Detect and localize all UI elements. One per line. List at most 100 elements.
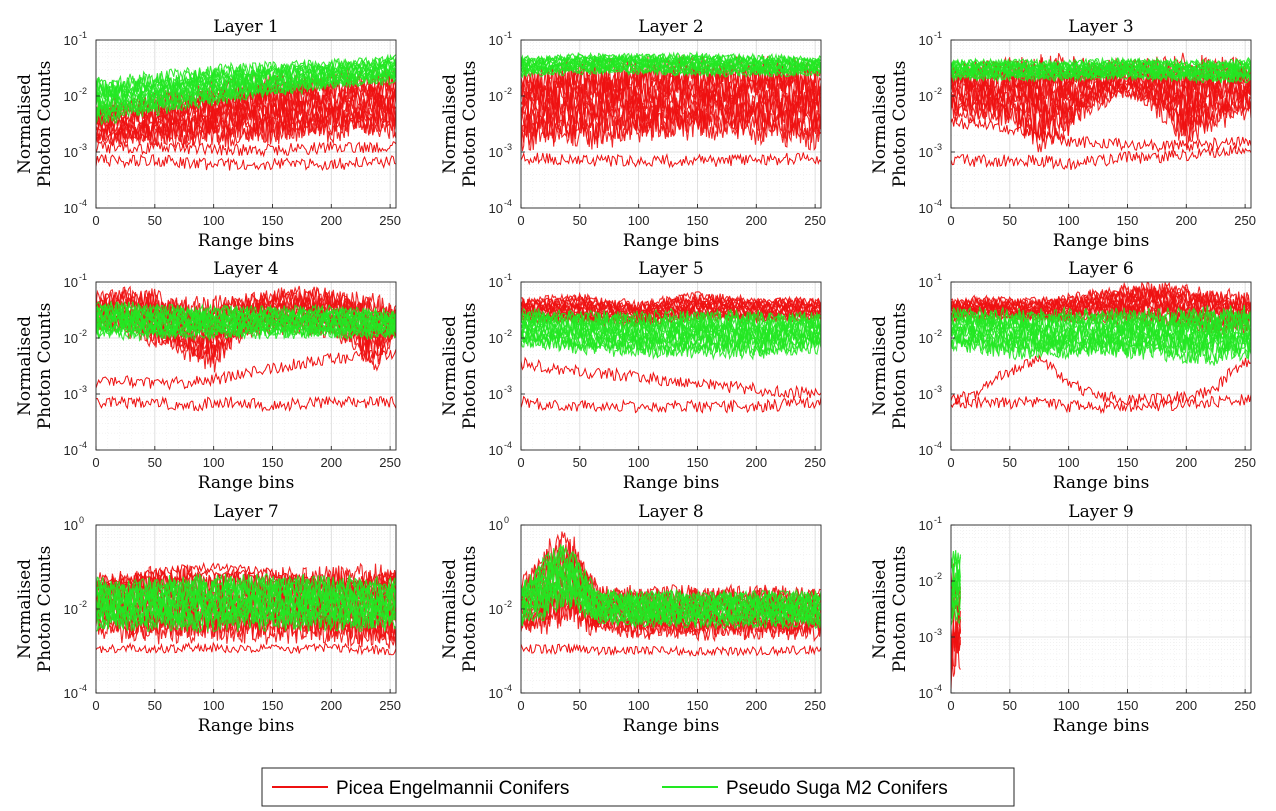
- series-trace: [521, 311, 821, 333]
- x-tick-label: 250: [804, 698, 826, 713]
- y-tick-label: 10: [919, 275, 933, 290]
- series-trace: [96, 301, 396, 319]
- plot-area: [951, 525, 1251, 693]
- series-pseudo: [96, 301, 396, 342]
- y-axis-label-line2: Photon Counts: [460, 303, 480, 430]
- series-trace: [96, 58, 396, 98]
- x-tick-label: 50: [573, 698, 587, 713]
- series-trace: [951, 61, 1251, 76]
- y-tick-label: 10: [64, 331, 78, 346]
- y-tick-exponent: -3: [79, 384, 87, 394]
- y-tick-exponent: -4: [504, 683, 512, 693]
- series-trace: [951, 282, 1251, 308]
- series-trace: [521, 309, 821, 330]
- y-tick-exponent: -2: [934, 571, 942, 581]
- y-tick-label: 10: [919, 89, 933, 104]
- series-trace: [96, 303, 396, 321]
- series-trace: [521, 297, 821, 317]
- y-tick-exponent: -1: [79, 30, 87, 40]
- y-axis-label-line1: Normalised: [870, 74, 890, 174]
- x-tick-label: 100: [628, 455, 650, 470]
- y-axis-label-line2: Photon Counts: [890, 303, 910, 430]
- x-axis-label: Range bins: [623, 473, 720, 493]
- series-layer: [96, 561, 396, 656]
- series-trace: [521, 50, 821, 65]
- y-tick-label: 10: [919, 331, 933, 346]
- y-tick-exponent: -3: [504, 142, 512, 152]
- y-tick-exponent: -4: [79, 198, 87, 208]
- x-tick-label: 150: [262, 698, 284, 713]
- y-tick-label: 10: [489, 145, 503, 160]
- axes-box: [520, 281, 822, 451]
- subplot-title: Layer 5: [638, 259, 703, 279]
- axes-box: [520, 39, 822, 209]
- series-trace: [96, 71, 396, 122]
- subplot-title: Layer 9: [1068, 502, 1133, 522]
- series-pseudo: [951, 304, 1251, 366]
- y-tick-label: 10: [919, 387, 933, 402]
- y-tick-exponent: -2: [504, 599, 512, 609]
- y-tick-label: 10: [64, 387, 78, 402]
- x-tick-label: 100: [1058, 213, 1080, 228]
- x-tick-label: 100: [203, 698, 225, 713]
- x-tick-label: 0: [517, 455, 524, 470]
- y-tick-exponent: 0: [79, 515, 84, 525]
- series-trace: [96, 64, 396, 111]
- subplot-title: Layer 8: [638, 502, 703, 522]
- axes-box: [950, 281, 1252, 451]
- series-trace: [521, 97, 821, 139]
- x-axis-label: Range bins: [623, 231, 720, 251]
- series-trace: [96, 285, 396, 323]
- x-tick-label: 150: [1117, 455, 1139, 470]
- x-tick-label: 200: [1175, 698, 1197, 713]
- y-tick-label: 10: [919, 145, 933, 160]
- x-tick-label: 0: [947, 698, 954, 713]
- y-tick-exponent: -3: [934, 142, 942, 152]
- series-trace: [951, 64, 1251, 77]
- x-tick-label: 0: [517, 213, 524, 228]
- y-axis-label-line1: Normalised: [440, 74, 460, 174]
- y-tick-label: 10: [919, 574, 933, 589]
- x-tick-label: 250: [1234, 455, 1256, 470]
- legend-box: [261, 767, 1015, 807]
- y-axis-label-line2: Photon Counts: [890, 546, 910, 673]
- y-tick-exponent: -4: [79, 440, 87, 450]
- series-trace: [521, 564, 821, 617]
- series-outlier-trace: [521, 395, 821, 414]
- x-tick-label: 150: [262, 213, 284, 228]
- axes-box: [950, 524, 1252, 694]
- series-trace: [521, 307, 821, 328]
- axes-box: [95, 281, 397, 451]
- y-axis-label-line2: Photon Counts: [460, 546, 480, 673]
- y-tick-exponent: -4: [934, 683, 942, 693]
- series-pseudo: [521, 307, 821, 361]
- y-axis-label-line1: Normalised: [15, 316, 35, 416]
- series-trace: [951, 550, 961, 568]
- y-tick-exponent: -1: [504, 30, 512, 40]
- series-trace: [951, 319, 1251, 344]
- y-tick-exponent: -3: [504, 384, 512, 394]
- series-outlier-trace: [951, 394, 1251, 415]
- x-tick-label: 200: [320, 213, 342, 228]
- y-tick-label: 10: [64, 518, 78, 533]
- y-tick-label: 10: [489, 89, 503, 104]
- y-tick-exponent: -3: [79, 142, 87, 152]
- series-trace: [951, 57, 1251, 71]
- series-trace: [951, 56, 1251, 69]
- x-tick-label: 50: [573, 455, 587, 470]
- series-trace: [96, 55, 396, 97]
- y-axis-label-line2: Photon Counts: [460, 61, 480, 188]
- subplot-title: Layer 1: [213, 17, 278, 37]
- x-tick-label: 50: [148, 455, 162, 470]
- x-tick-label: 0: [92, 698, 99, 713]
- x-tick-label: 200: [320, 698, 342, 713]
- series-outlier-trace: [951, 145, 1251, 171]
- y-tick-exponent: -3: [934, 384, 942, 394]
- y-tick-exponent: -2: [79, 328, 87, 338]
- x-tick-label: 250: [379, 455, 401, 470]
- x-axis-label: Range bins: [198, 231, 295, 251]
